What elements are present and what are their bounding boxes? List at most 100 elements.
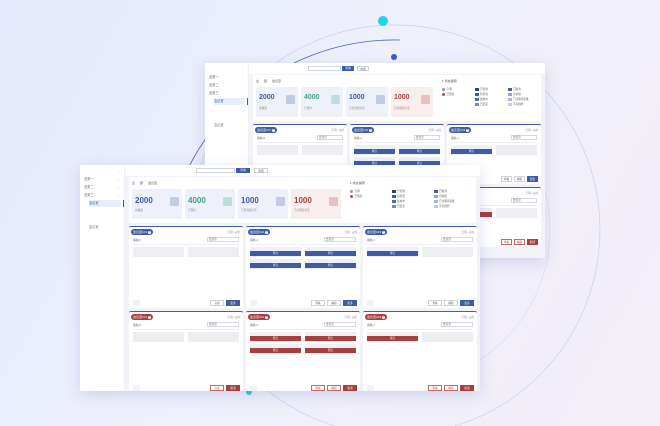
time-slot[interactable]	[188, 332, 239, 342]
sidebar-subitem[interactable]: 会议室	[89, 200, 124, 207]
sidebar-subitem[interactable]	[89, 240, 121, 247]
time-slot[interactable]: 预订	[354, 157, 395, 167]
booking-bar[interactable]: 预订	[399, 161, 440, 166]
room-card[interactable]: 会议室101? 空闲 / 占用容纳 6 会议室占用取消	[129, 311, 243, 391]
room-select[interactable]: 会议室	[324, 237, 356, 242]
room-select[interactable]: 会议室	[207, 322, 239, 327]
card-button[interactable]: 取消	[343, 385, 357, 391]
time-slot[interactable]: 预订	[367, 332, 418, 342]
card-button[interactable]: 更多	[527, 176, 538, 182]
time-slot[interactable]	[188, 247, 239, 257]
filter-tab[interactable]: 会议室	[272, 79, 282, 83]
card-button[interactable]: 占用	[210, 385, 224, 391]
sidebar-subitem[interactable]	[214, 138, 245, 145]
time-slot[interactable]: 预订	[250, 332, 301, 342]
filter-tab[interactable]: 全	[132, 181, 136, 185]
sidebar-subitem[interactable]	[214, 106, 245, 113]
card-button[interactable]: 查看	[311, 300, 325, 306]
booking-bar[interactable]: 预订	[305, 348, 356, 353]
filter-tab[interactable]: 部	[140, 181, 144, 185]
booking-bar[interactable]: 预订	[250, 251, 301, 256]
sidebar-subitem[interactable]: 会议室	[214, 123, 224, 127]
sidebar-item[interactable]: 业务三 ⌄	[209, 91, 244, 95]
time-slot[interactable]: 预订	[250, 344, 301, 354]
card-button[interactable]: 更多	[226, 300, 240, 306]
booking-bar[interactable]: 预订	[305, 336, 356, 341]
card-button[interactable]: 查看	[311, 385, 325, 391]
query-button[interactable]: 查询	[342, 66, 354, 71]
room-select[interactable]: 会议室	[511, 135, 537, 140]
sidebar-item[interactable]: ⌄	[209, 66, 245, 73]
card-button[interactable]: 查看	[501, 239, 512, 245]
booking-bar[interactable]: 预订	[354, 161, 395, 166]
sidebar-item[interactable]: 业务二 ⌄	[209, 83, 244, 87]
sidebar-item[interactable]: 业务一 ⌄	[209, 75, 244, 79]
booking-bar[interactable]: 预订	[250, 263, 301, 268]
time-slot[interactable]	[422, 332, 473, 342]
reset-button[interactable]: 重置	[254, 168, 268, 173]
room-card[interactable]: 会议室103? 空闲 / 占用容纳 1 会议室预订查看编辑取消	[363, 311, 477, 391]
time-slot[interactable]: 预订	[399, 157, 440, 167]
filter-tab[interactable]: 全	[256, 79, 260, 83]
time-slot[interactable]: 预订	[305, 259, 356, 269]
booking-bar[interactable]: 预订	[250, 348, 301, 353]
time-slot[interactable]: 预订	[250, 259, 301, 269]
card-button[interactable]: 查看	[428, 385, 442, 391]
room-select[interactable]: 会议室	[511, 198, 537, 203]
card-button[interactable]: 更多	[343, 300, 357, 306]
card-button[interactable]: 查看	[428, 300, 442, 306]
time-slot[interactable]: 预订	[250, 247, 301, 257]
sidebar-subitem[interactable]: 会议室	[214, 98, 248, 105]
filter-tab[interactable]: 部	[264, 79, 268, 83]
room-select[interactable]: 会议室	[324, 322, 356, 327]
card-button[interactable]: 编辑	[327, 385, 341, 391]
time-slot[interactable]	[496, 208, 537, 218]
booking-bar[interactable]: 预订	[451, 149, 492, 154]
card-button[interactable]: 取消	[527, 239, 538, 245]
booking-bar[interactable]: 预订	[354, 149, 395, 154]
time-slot[interactable]: 预订	[367, 247, 418, 257]
time-slot[interactable]	[133, 332, 184, 342]
time-slot[interactable]: 预订	[305, 247, 356, 257]
sidebar-item[interactable]: 业务三 ⌄	[84, 193, 120, 197]
reset-button[interactable]: 重置	[357, 66, 369, 71]
time-slot[interactable]: 预订	[399, 145, 440, 155]
card-button[interactable]: 编辑	[444, 385, 458, 391]
card-button[interactable]: 取消	[460, 385, 474, 391]
room-select[interactable]: 会议室	[317, 135, 343, 140]
card-button[interactable]: 编辑	[444, 300, 458, 306]
time-slot[interactable]	[133, 247, 184, 257]
sidebar-item[interactable]: ⌄	[84, 168, 121, 175]
card-button[interactable]: 占用	[210, 300, 224, 306]
room-card[interactable]: 会议室101? 空闲 / 占用容纳 6 会议室占用更多	[129, 226, 243, 308]
card-button[interactable]: 取消	[226, 385, 240, 391]
time-slot[interactable]: 预订	[305, 344, 356, 354]
sidebar-subitem[interactable]	[89, 232, 121, 239]
booking-bar[interactable]: 预订	[305, 251, 356, 256]
sidebar-subitem[interactable]	[214, 114, 245, 121]
time-slot[interactable]	[422, 247, 473, 257]
card-button[interactable]: 更多	[460, 300, 474, 306]
sidebar-subitem[interactable]	[89, 216, 121, 223]
card-button[interactable]: 编辑	[514, 176, 525, 182]
sidebar-item[interactable]: 业务二 ⌄	[84, 185, 120, 189]
search-input[interactable]	[308, 66, 341, 71]
time-slot[interactable]: 预订	[451, 145, 492, 155]
booking-bar[interactable]: 预订	[250, 336, 301, 341]
search-input[interactable]	[196, 168, 235, 173]
query-button[interactable]: 查询	[236, 168, 250, 173]
booking-bar[interactable]: 预订	[399, 149, 440, 154]
time-slot[interactable]: 预订	[354, 145, 395, 155]
time-slot[interactable]: 预订	[305, 332, 356, 342]
booking-bar[interactable]: 预订	[305, 263, 356, 268]
room-select[interactable]: 会议室	[441, 322, 473, 327]
room-select[interactable]: 会议室	[207, 237, 239, 242]
card-button[interactable]: 编辑	[327, 300, 341, 306]
room-select[interactable]: 会议室	[441, 237, 473, 242]
time-slot[interactable]	[496, 145, 537, 155]
time-slot[interactable]	[302, 145, 343, 155]
card-button[interactable]: 编辑	[514, 239, 525, 245]
booking-bar[interactable]: 预订	[367, 336, 418, 341]
card-button[interactable]: 查看	[501, 176, 512, 182]
